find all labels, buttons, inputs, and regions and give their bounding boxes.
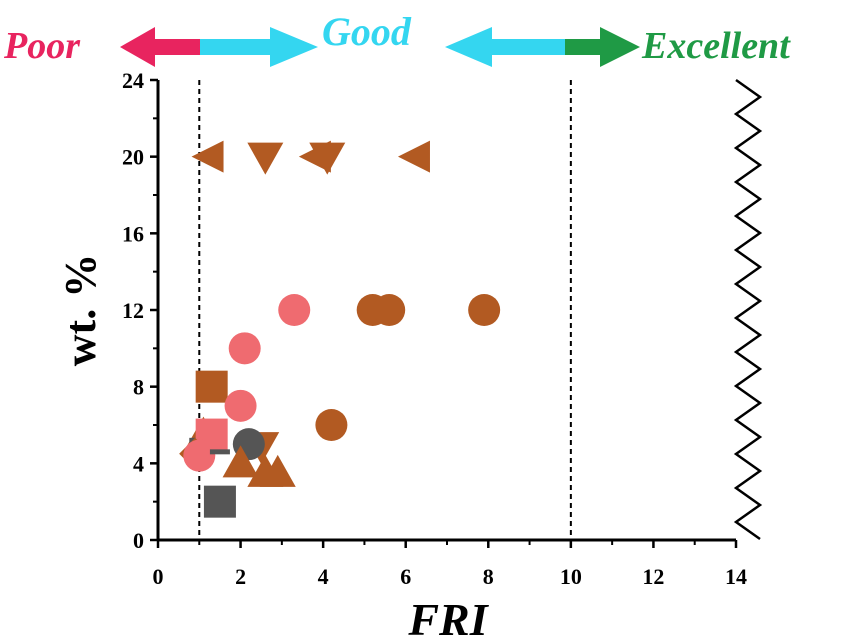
y-tick-label: 4	[133, 451, 144, 476]
point-circle	[183, 439, 216, 472]
y-tick-label: 8	[133, 375, 144, 400]
poor-label: Poor	[3, 25, 81, 67]
point-circle	[228, 332, 261, 365]
good-right-arrow	[445, 27, 565, 67]
point-dash	[209, 449, 230, 455]
point-triangle-down	[247, 142, 284, 175]
axis-break-zigzag	[733, 78, 763, 541]
x-axis-title: FRI	[407, 594, 489, 642]
good-label: Good	[322, 9, 412, 54]
x-tick-label: 2	[235, 564, 246, 589]
point-triangle-up	[259, 454, 296, 487]
point-circle	[315, 409, 348, 441]
point-square	[203, 485, 236, 518]
y-tick-label: 16	[122, 221, 144, 246]
x-tick-label: 8	[483, 564, 494, 589]
y-tick-label: 24	[122, 68, 144, 93]
excellent-arrow	[565, 27, 640, 67]
x-tick-label: 4	[318, 564, 329, 589]
point-circle	[224, 389, 257, 422]
x-tick-label: 14	[725, 564, 747, 589]
point-circle	[278, 294, 311, 326]
point-triangle-left	[397, 140, 430, 173]
y-tick-label: 12	[122, 298, 144, 323]
point-triangle-up	[222, 445, 259, 478]
performance-band-header: Poor Good Excellent	[3, 9, 791, 67]
point-circle	[373, 294, 406, 326]
x-tick-label: 12	[642, 564, 664, 589]
point-square	[195, 370, 228, 403]
data-points	[179, 140, 501, 518]
x-tick-label: 10	[560, 564, 582, 589]
y-tick-label: 0	[133, 528, 144, 553]
x-tick-label: 0	[153, 564, 164, 589]
x-tick-label: 6	[400, 564, 411, 589]
y-axis-title: wt. %	[56, 254, 105, 366]
poor-arrow	[120, 27, 200, 67]
point-circle	[468, 294, 501, 326]
y-tick-label: 20	[122, 145, 144, 170]
good-left-arrow	[200, 27, 318, 67]
point-triangle-down	[309, 142, 346, 175]
excellent-label: Excellent	[641, 25, 791, 67]
point-triangle-left	[191, 140, 224, 173]
